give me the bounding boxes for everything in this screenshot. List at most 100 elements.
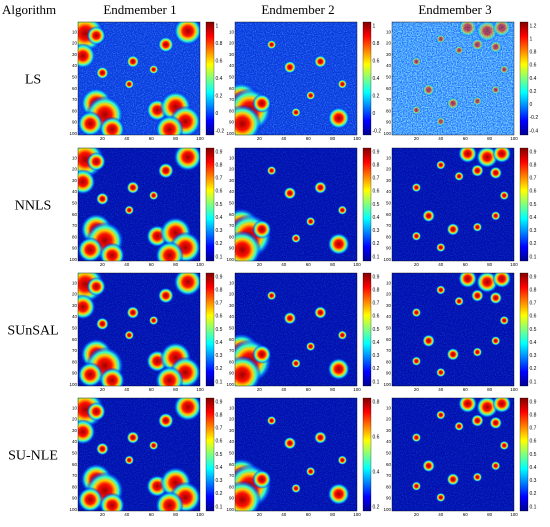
- y-tick-label: 30: [386, 52, 392, 57]
- map-blob: [252, 93, 272, 113]
- map-blob: [327, 106, 350, 130]
- x-tick-label: 100: [353, 136, 361, 141]
- colorbar-tick-label: 0.6: [216, 189, 223, 195]
- y-tick-label: 50: [229, 75, 235, 80]
- x-tick-label: 40: [124, 512, 130, 517]
- x-tick-label: 60: [306, 512, 312, 517]
- map-blob: [305, 90, 316, 101]
- map-blob: [314, 55, 327, 68]
- y-tick-label: 20: [386, 417, 392, 422]
- y-tick-label: 100: [383, 382, 391, 387]
- map-blob: [458, 148, 478, 164]
- map-blob: [266, 39, 277, 50]
- map-blob: [78, 294, 96, 320]
- y-tick-label: 70: [72, 348, 78, 353]
- y-tick-label: 20: [229, 417, 235, 422]
- y-tick-label: 90: [386, 120, 392, 125]
- x-tick-label: 60: [463, 387, 469, 392]
- map-frame: [234, 272, 358, 387]
- y-tick-label: 30: [386, 303, 392, 308]
- y-tick-label: 70: [386, 473, 392, 478]
- y-tick-label: 40: [386, 189, 392, 194]
- colorbar: [362, 21, 372, 136]
- x-tick-label: 40: [438, 136, 444, 141]
- y-tick-label: 30: [229, 428, 235, 433]
- y-tick-label: 10: [72, 405, 78, 410]
- colorbar-tick-label: 0.4: [530, 215, 537, 221]
- y-tick-label: 100: [383, 507, 391, 512]
- y-tick-label: 90: [386, 246, 392, 251]
- x-tick-label: 20: [414, 262, 420, 267]
- map-blob: [499, 190, 509, 201]
- colorbar-tick-label: 0.8: [373, 162, 380, 168]
- map-blob: [411, 307, 422, 318]
- y-tick-label: 80: [386, 359, 392, 364]
- abundance-map: [392, 148, 514, 261]
- x-tick-label: 60: [306, 262, 312, 267]
- map-blob: [454, 421, 464, 432]
- row-label: LS: [25, 73, 41, 88]
- y-tick-label: 20: [386, 292, 392, 297]
- colorbar: [205, 147, 215, 262]
- map-blob: [99, 367, 125, 386]
- map-blob: [436, 367, 446, 378]
- colorbar-tick-label: 0.1: [530, 379, 537, 385]
- map-frame: [77, 272, 201, 387]
- map-blob: [436, 492, 446, 503]
- map-blob: [86, 277, 106, 297]
- colorbar: [519, 147, 529, 262]
- map-blob: [235, 230, 262, 261]
- y-tick-label: 60: [72, 212, 78, 217]
- map-blob: [314, 306, 327, 319]
- y-tick-label: 60: [386, 212, 392, 217]
- map-blob: [283, 186, 297, 200]
- y-tick-label: 50: [386, 451, 392, 456]
- x-tick-label: 100: [196, 512, 204, 517]
- abundance-map: [235, 22, 357, 135]
- x-tick-label: 80: [487, 512, 493, 517]
- colorbar-tick-label: 0.4: [216, 340, 223, 346]
- abundance-map: [235, 398, 357, 511]
- colorbar-tick-label: 0.9: [373, 149, 380, 155]
- colorbar-tick-label: 0.8: [216, 412, 223, 418]
- y-tick-label: 60: [229, 337, 235, 342]
- y-tick-label: 90: [229, 120, 235, 125]
- y-tick-label: 70: [72, 97, 78, 102]
- colorbar-tick-label: 0.5: [216, 452, 223, 458]
- y-tick-label: 80: [229, 234, 235, 239]
- y-tick-label: 90: [229, 246, 235, 251]
- map-blob: [490, 336, 501, 346]
- map-blob: [446, 348, 460, 361]
- map-blob: [422, 83, 435, 97]
- map-blob: [78, 237, 103, 261]
- x-tick-label: 20: [414, 512, 420, 517]
- colorbar-tick-label: 0.6: [530, 314, 537, 320]
- map-blob: [266, 415, 277, 426]
- colorbar-tick-label: 0.4: [530, 76, 537, 82]
- map-frame: [391, 397, 515, 512]
- map-blob: [492, 398, 512, 414]
- map-blob: [157, 36, 174, 53]
- map-blob: [489, 40, 503, 54]
- colorbar-tick-label: 0.4: [216, 215, 223, 221]
- colorbar-tick-label: 0.6: [216, 58, 223, 64]
- y-tick-label: 30: [72, 428, 78, 433]
- colorbar-tick-label: 0.6: [216, 439, 223, 445]
- x-tick-label: 80: [487, 136, 493, 141]
- row-label: SUnSAL: [7, 324, 58, 339]
- map-blob: [337, 79, 348, 89]
- y-tick-label: 10: [72, 280, 78, 285]
- x-tick-label: 40: [124, 387, 130, 392]
- y-tick-label: 90: [72, 120, 78, 125]
- map-frame: [77, 21, 201, 136]
- map-blob: [126, 306, 140, 319]
- map-blob: [124, 205, 134, 215]
- map-blob: [472, 96, 483, 106]
- colorbar: [362, 272, 372, 387]
- colorbar-tick-label: 0.5: [530, 202, 537, 208]
- y-tick-label: 70: [229, 348, 235, 353]
- y-tick-label: 50: [386, 75, 392, 80]
- map-blob: [291, 483, 301, 494]
- y-tick-label: 40: [229, 189, 235, 194]
- x-tick-label: 40: [281, 387, 287, 392]
